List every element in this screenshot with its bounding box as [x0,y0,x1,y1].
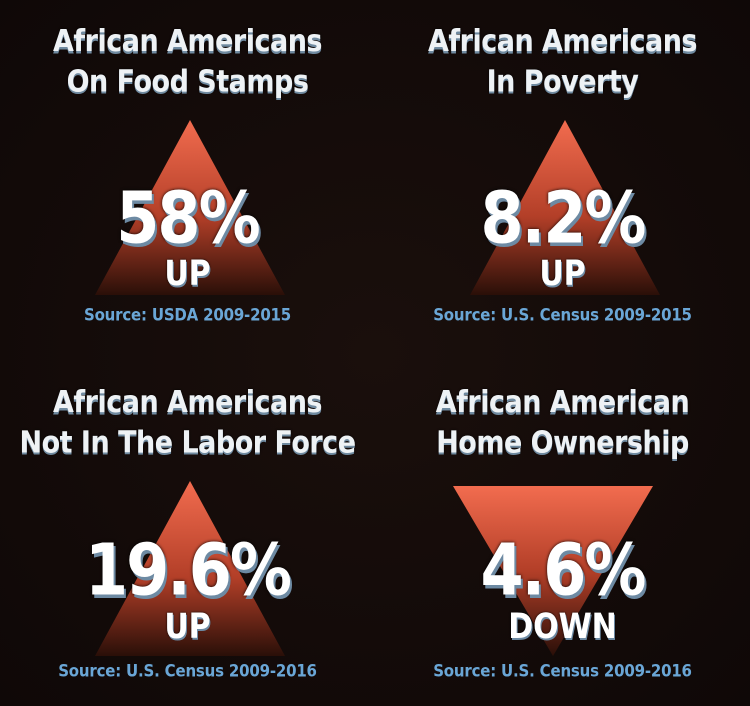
stat-title-line1: African Americans [428,24,698,59]
stat-title-line2: On Food Stamps [66,64,309,100]
triangle-up-icon [95,120,285,295]
stat-panel-food-stamps: African Americans On Food Stamps 58% UP … [0,0,375,353]
stat-panel-poverty: African Americans In Poverty 8.2% UP Sou… [375,0,750,353]
stat-direction: UP [539,253,586,295]
stat-direction: UP [164,253,211,295]
stat-title: African Americans On Food Stamps [0,22,375,103]
triangle-up-icon [95,481,285,656]
stat-title: African Americans In Poverty [375,22,750,103]
stat-panel-labor-force: African Americans Not In The Labor Force… [0,353,375,706]
triangle-up-icon [470,120,660,295]
stat-source: Source: USDA 2009-2015 [83,304,292,325]
stat-direction: UP [164,606,211,648]
stat-source: Source: U.S. Census 2009-2015 [433,304,692,325]
stat-value: 8.2% [480,175,647,260]
stat-title-line2: Not In The Labor Force [19,425,356,461]
stat-panel-home-ownership: African American Home Ownership 4.6% DOW… [375,353,750,706]
triangle-down-icon [453,486,653,656]
stat-value: 19.6% [84,527,292,612]
stat-value: 4.6% [480,527,647,612]
stat-value: 58% [116,175,260,260]
stat-title-line1: African Americans [53,24,323,59]
stat-title: African American Home Ownership [375,383,750,464]
stat-title-line1: African Americans [53,385,323,420]
stat-title: African Americans Not In The Labor Force [0,383,375,464]
stat-title-line1: African American [435,385,690,420]
stat-source: Source: U.S. Census 2009-2016 [433,660,692,681]
stat-direction: DOWN [508,606,617,648]
stat-title-line2: Home Ownership [436,425,689,461]
stat-title-line2: In Poverty [486,64,639,100]
stat-source: Source: U.S. Census 2009-2016 [58,660,317,681]
